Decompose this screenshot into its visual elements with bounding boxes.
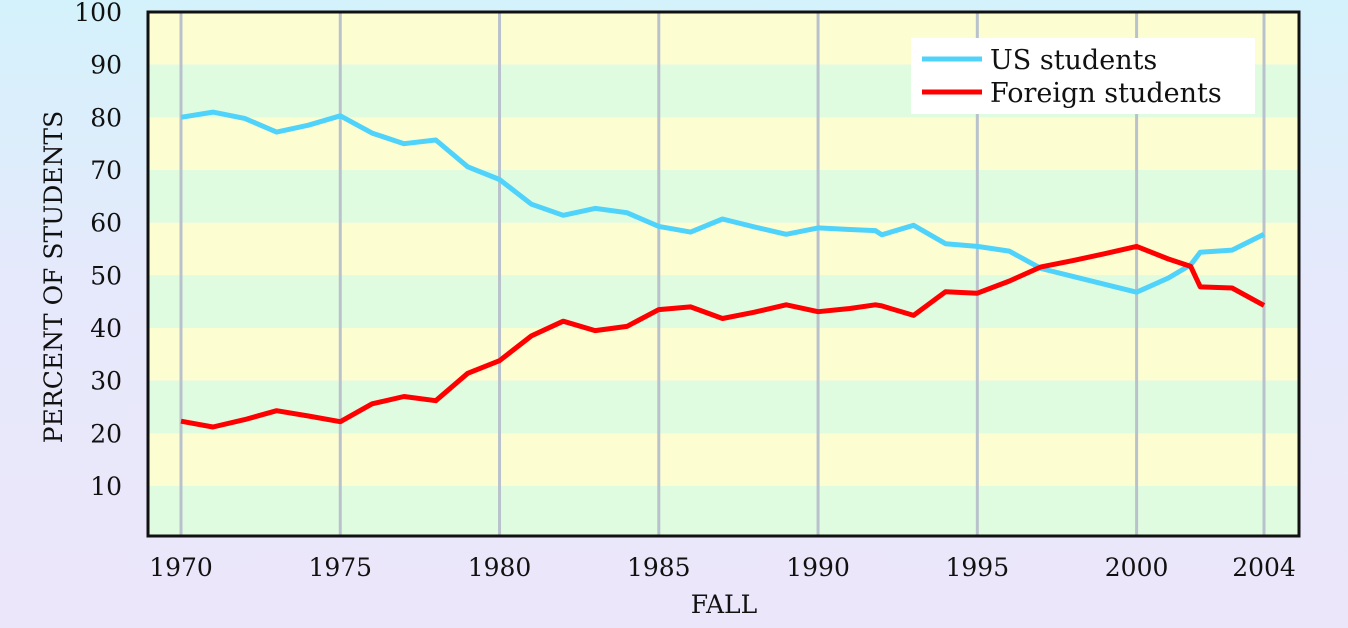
x-tick-label-2004: 2004 <box>1232 553 1296 582</box>
y-tick-label-30: 30 <box>90 367 122 396</box>
vertical-gridlines <box>179 12 1266 536</box>
band-30-40 <box>148 328 1299 381</box>
x-tick-label-2000: 2000 <box>1105 553 1169 582</box>
x-tick-label-1985: 1985 <box>627 553 691 582</box>
y-tick-label-70: 70 <box>90 156 122 185</box>
y-tick-label-80: 80 <box>90 103 122 132</box>
series-lines <box>180 109 1266 430</box>
plot-frame <box>146 10 1301 538</box>
x-tick-label-1975: 1975 <box>308 553 372 582</box>
band-0-10 <box>148 486 1299 536</box>
y-tick-label-50: 50 <box>90 261 122 290</box>
y-tick-label-60: 60 <box>90 209 122 238</box>
y-tick-label-10: 10 <box>90 472 122 501</box>
x-tick-label-1995: 1995 <box>946 553 1010 582</box>
band-10-20 <box>148 433 1299 486</box>
y-axis-ticks: 10 20 30 40 50 60 70 80 90 100 <box>74 0 122 501</box>
legend-box <box>911 38 1255 114</box>
y-tick-label-20: 20 <box>90 419 122 448</box>
legend-label-foreign-students: Foreign students <box>990 78 1222 109</box>
band-20-30 <box>148 380 1299 434</box>
x-tick-label-1990: 1990 <box>786 553 850 582</box>
x-tick-label-1980: 1980 <box>468 553 532 582</box>
y-tick-label-100: 100 <box>74 0 122 27</box>
x-tick-label-1970: 1970 <box>149 553 213 582</box>
legend: US students Foreign students <box>911 38 1255 114</box>
legend-label-us-students: US students <box>990 45 1157 76</box>
y-tick-label-40: 40 <box>90 314 122 343</box>
band-70-80 <box>148 117 1299 170</box>
band-60-70 <box>148 170 1299 223</box>
x-axis-title: FALL <box>691 590 757 619</box>
y-axis-title: PERCENT OF STUDENTS <box>39 111 68 443</box>
x-axis-ticks: 1970 1975 1980 1985 1990 1995 2000 2004 <box>149 553 1296 582</box>
y-tick-label-90: 90 <box>90 51 122 80</box>
series-line-us-students <box>180 109 1266 295</box>
series-line-foreign-students <box>180 243 1266 430</box>
